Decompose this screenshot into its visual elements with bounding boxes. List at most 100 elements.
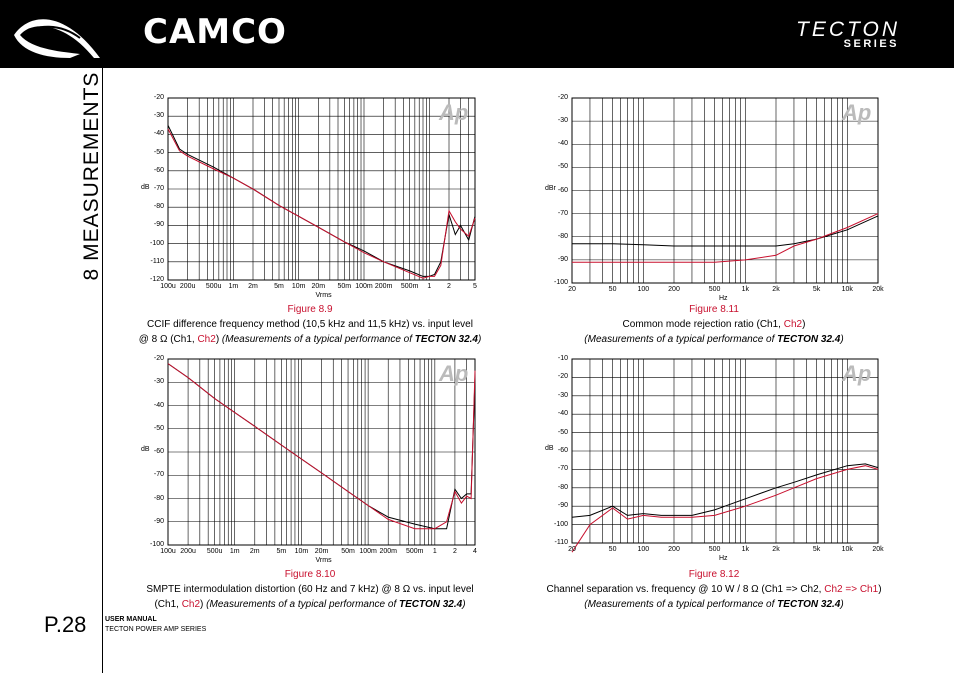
figure-caption-line2: (Ch1, Ch2) (Measurements of a typical pe…	[154, 599, 465, 610]
series-line-ch1	[572, 215, 879, 247]
caption-ch2: Ch2	[783, 319, 803, 330]
caption-text: Channel separation vs. frequency @ 10 W …	[546, 584, 825, 595]
figure-caption: CCIF difference frequency method (10,5 k…	[147, 319, 473, 330]
x-axis-label: Hz	[719, 295, 728, 302]
series-line-ch2	[571, 465, 879, 553]
y-tick-label: -100	[553, 520, 568, 528]
caption-text: )	[462, 599, 466, 610]
y-tick-label: -20	[153, 94, 164, 101]
y-tick-label: -20	[557, 373, 568, 381]
y-tick-label: -60	[153, 166, 164, 174]
y-axis-label: dBr	[545, 184, 556, 192]
y-tick-label: -70	[153, 185, 164, 192]
series-line-ch2	[167, 363, 476, 530]
y-tick-label: -90	[557, 502, 568, 510]
y-tick-label: -90	[557, 255, 568, 263]
x-tick-label: 500	[708, 286, 721, 293]
plot-area	[167, 97, 476, 281]
sidebar-divider	[102, 68, 103, 673]
y-tick-label: -40	[557, 140, 568, 148]
caption-text: (Ch1,	[154, 599, 182, 610]
y-tick-label: -80	[153, 203, 164, 211]
y-tick-label: -80	[557, 232, 568, 240]
figure-label: Figure 8.10	[284, 569, 336, 580]
caption-ch2: Ch2 => Ch1	[824, 584, 879, 595]
x-axis-label: Vrms	[315, 292, 332, 299]
x-tick-label: 100m	[355, 283, 373, 290]
x-tick-label: 200	[668, 286, 680, 293]
caption-italic: (Measurements of a typical performance o…	[221, 334, 415, 345]
series-line-ch2	[167, 128, 476, 279]
figure-caption: SMPTE intermodulation distortion (60 Hz …	[146, 584, 474, 595]
y-tick-label: -30	[153, 112, 164, 120]
y-tick-label: -100	[149, 541, 164, 548]
caption-model: TECTON 32.4	[777, 334, 841, 345]
y-tick-label: -70	[557, 209, 568, 217]
x-tick-label: 200m	[374, 283, 393, 290]
y-axis-label: dB	[141, 446, 150, 454]
y-tick-label: -70	[153, 471, 164, 479]
ap-logo-icon: Ap	[842, 361, 872, 386]
caption-model: TECTON 32.4	[777, 599, 841, 610]
caption-ch2: Ch2	[181, 599, 201, 610]
x-tick-label: 1k	[741, 546, 749, 553]
x-tick-label: 1k	[741, 286, 749, 293]
x-tick-label: 20m	[314, 548, 329, 555]
section-title: 8 MEASUREMENTS	[80, 71, 103, 281]
x-axis-label: Vrms	[315, 557, 332, 564]
y-tick-label: -50	[557, 428, 568, 436]
x-tick-label: 200m	[379, 548, 397, 555]
caption-model: TECTON 32.4	[399, 599, 463, 610]
x-tick-label: 20	[568, 286, 576, 293]
y-tick-label: -50	[153, 424, 164, 432]
y-tick-label: -20	[557, 94, 568, 101]
y-tick-label: -60	[557, 447, 568, 454]
x-tick-label: 200u	[180, 548, 196, 555]
x-tick-label: 1	[432, 548, 437, 555]
y-tick-label: -30	[557, 391, 568, 399]
caption-italic: (Measurements of a typical performance o…	[584, 334, 778, 345]
figure-caption: Channel separation vs. frequency @ 10 W …	[546, 584, 881, 595]
figure-caption-line2: @ 8 Ω (Ch1, Ch2) (Measurements of a typi…	[139, 334, 482, 345]
x-tick-label: 2	[447, 283, 451, 290]
manual-label: USER MANUAL	[105, 616, 157, 623]
x-tick-label: 2m	[249, 548, 260, 555]
page-number: P.28	[44, 612, 87, 637]
x-tick-label: 5k	[812, 286, 821, 293]
series-line-ch1	[167, 125, 476, 277]
y-tick-label: -30	[153, 378, 164, 386]
y-tick-label: -10	[557, 355, 568, 362]
x-tick-label: 5	[473, 283, 477, 290]
y-tick-label: -90	[153, 221, 164, 229]
series-title: TECTON	[796, 18, 900, 41]
series-line-ch2	[572, 213, 879, 263]
caption-text: @ 8 Ω (Ch1,	[138, 334, 198, 345]
x-tick-label: 2k	[772, 286, 780, 293]
caption-text: )	[802, 319, 806, 330]
plot-area	[571, 97, 879, 284]
x-tick-label: 20k	[872, 546, 884, 553]
x-tick-label: 50	[608, 546, 617, 553]
x-tick-label: 50m	[337, 283, 352, 290]
ap-logo-icon: Ap	[439, 361, 469, 386]
y-tick-label: -60	[153, 448, 164, 455]
brand-name: CAMCO	[143, 12, 287, 52]
x-tick-label: 500u	[205, 283, 222, 290]
x-tick-label: 20	[568, 546, 576, 553]
x-tick-label: 100	[637, 286, 650, 293]
x-tick-label: 20k	[872, 286, 884, 293]
header-bar: CAMCO TECTON SERIES	[0, 0, 954, 68]
x-tick-label: 5m	[274, 283, 284, 290]
x-tick-label: 50	[608, 286, 617, 293]
x-tick-label: 10k	[841, 546, 853, 553]
caption-text: )	[215, 334, 222, 345]
camco-wing-logo-icon	[14, 19, 100, 58]
caption-text: )	[200, 599, 207, 610]
x-tick-label: 100m	[359, 548, 377, 555]
x-tick-label: 10m	[294, 548, 309, 555]
caption-italic: (Measurements of a typical performance o…	[584, 599, 778, 610]
x-tick-label: 500u	[206, 548, 223, 555]
x-tick-label: 100	[637, 546, 650, 553]
y-tick-label: -20	[153, 355, 164, 362]
ap-logo-icon: Ap	[439, 100, 469, 125]
